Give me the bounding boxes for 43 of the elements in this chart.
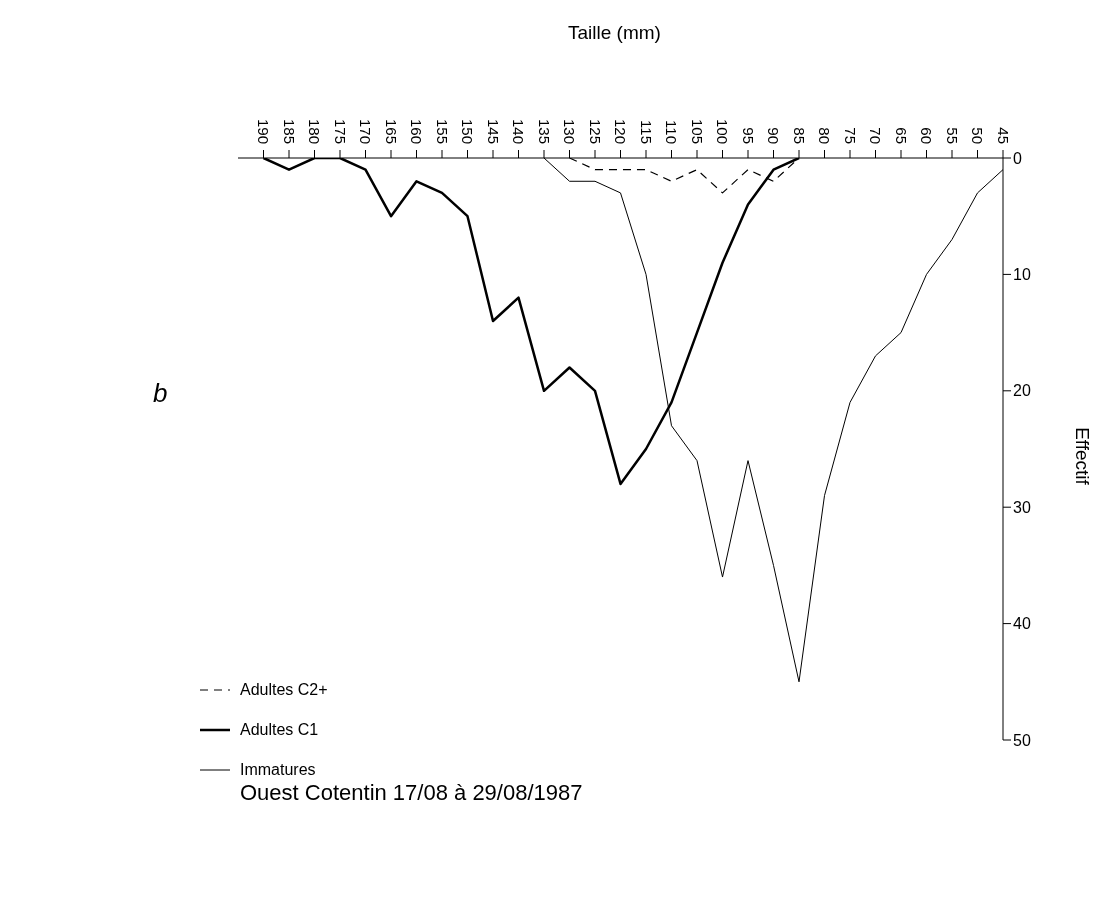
x-tick-label: 125 [586, 118, 604, 144]
y-tick-label: 0 [1013, 149, 1022, 167]
x-tick-label: 175 [331, 118, 349, 144]
x-tick-label: 155 [433, 118, 451, 144]
x-tick-label: 165 [382, 118, 400, 144]
x-tick-label: 135 [535, 118, 553, 144]
x-tick-label: 145 [484, 118, 502, 144]
x-tick-label: 130 [561, 118, 578, 144]
legend-label: Immatures [240, 761, 316, 779]
x-tick-label: 85 [790, 127, 808, 144]
y-axis-title: Effectif [1070, 427, 1093, 485]
x-tick-label: 185 [280, 118, 298, 144]
x-tick-label: 100 [714, 118, 731, 144]
x-tick-label: 45 [994, 127, 1012, 144]
y-tick-label: 40 [1013, 615, 1031, 633]
x-tick-label: 90 [765, 127, 782, 144]
x-tick-label: 170 [357, 118, 374, 144]
x-tick-label: 60 [918, 127, 935, 144]
y-tick-label: 10 [1013, 266, 1031, 284]
x-tick-label: 110 [663, 120, 680, 144]
x-tick-label: 80 [816, 127, 833, 144]
y-tick-label: 30 [1013, 498, 1031, 516]
x-axis-title: Taille (mm) [568, 22, 661, 44]
y-tick-label: 20 [1013, 382, 1031, 400]
text: b [153, 378, 168, 409]
x-tick-label: 180 [306, 118, 323, 144]
x-tick-label: 115 [637, 120, 655, 144]
text: Ouest Cotentin 17/08 à 29/08/1987 [240, 780, 583, 806]
y-tick-label: 50 [1013, 731, 1031, 749]
x-tick-label: 150 [459, 118, 476, 144]
x-tick-label: 160 [408, 118, 425, 144]
x-tick-label: 105 [688, 118, 706, 144]
x-tick-label: 55 [943, 127, 961, 144]
x-tick-label: 50 [969, 127, 986, 144]
x-tick-label: 120 [612, 118, 629, 144]
x-tick-label: 70 [867, 127, 884, 144]
legend-label: Adultes C2+ [240, 681, 328, 699]
x-tick-label: 75 [841, 127, 859, 144]
x-tick-label: 140 [510, 118, 527, 144]
x-tick-label: 65 [892, 127, 910, 144]
x-tick-label: 190 [255, 118, 272, 144]
x-tick-label: 95 [739, 127, 757, 144]
legend-label: Adultes C1 [240, 721, 319, 739]
